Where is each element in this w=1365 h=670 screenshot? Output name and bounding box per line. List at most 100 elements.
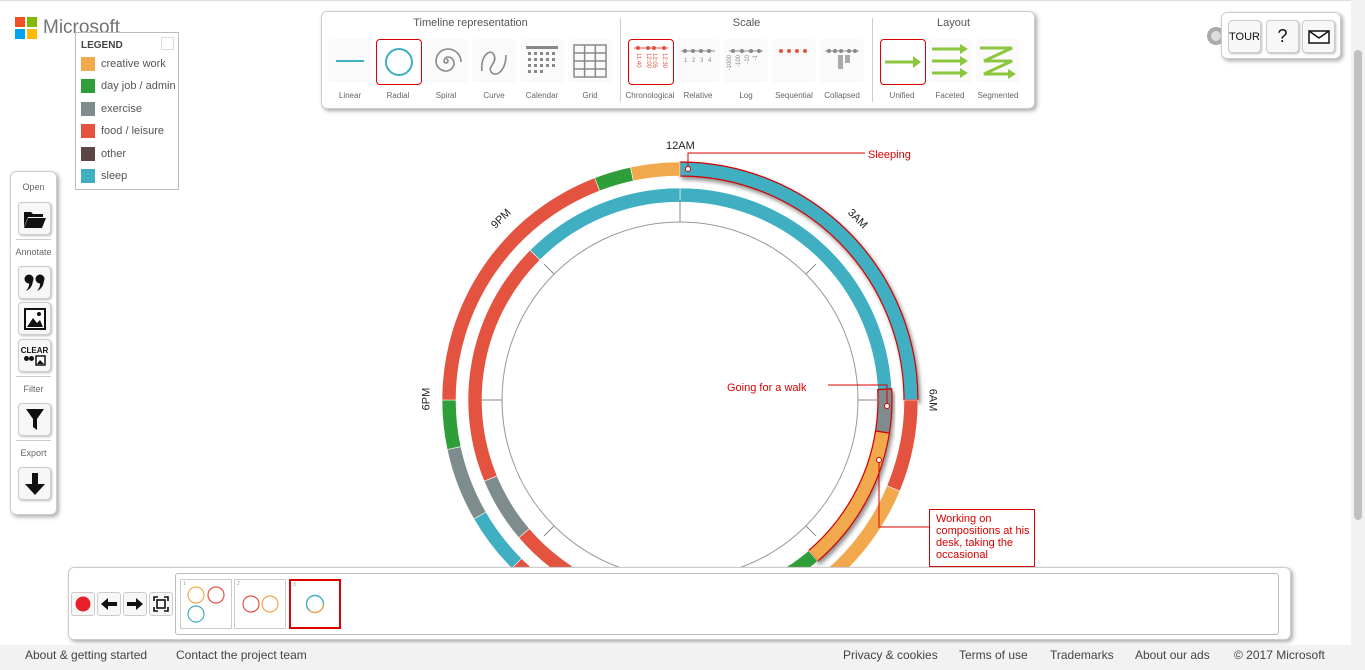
scale-sequential-button[interactable] [772,39,816,83]
frame-preview-icon [242,595,279,613]
funnel-icon [25,408,44,430]
annotation-walk[interactable]: Going for a walk [727,382,807,394]
next-frame-button[interactable] [123,592,147,616]
scale-log-button[interactable]: -1000 -100 -10 -1 [724,39,768,83]
open-button[interactable] [18,202,51,235]
legend-item-other[interactable]: other [81,146,126,162]
annotate-image-button[interactable] [18,302,51,335]
legend-item-exercise[interactable]: exercise [81,101,142,117]
footer-privacy-link[interactable]: Privacy & cookies [843,648,938,662]
hour-tick [543,263,555,275]
export-section-label: Export [20,448,47,458]
folder-open-icon [23,211,46,228]
footer-copyright: © 2017 Microsoft [1234,648,1325,662]
layout-unified-label: Unified [889,91,915,100]
clock-label-6pm: 6PM [420,387,433,411]
relative-tick-label: 3 [700,58,704,64]
help-button[interactable]: ? [1266,20,1299,53]
legend-swatch [81,147,95,161]
scale-collapsed-button[interactable] [820,39,864,83]
representation-linear-button[interactable] [328,39,372,83]
legend-item-label: creative work [101,58,166,70]
tour-button[interactable]: TOUR [1228,20,1261,53]
record-button[interactable] [71,592,95,616]
export-button[interactable] [18,467,51,500]
frame-number: 2 [237,581,240,587]
segmented-layout-icon [980,46,1016,79]
legend-item-sleep[interactable]: sleep [81,168,127,184]
frame-thumbnail-3[interactable]: 3 [289,579,341,629]
relative-tick-label: 2 [692,58,696,64]
legend-item-day-job[interactable]: day job / admin [81,78,176,94]
legend-item-food-leisure[interactable]: food / leisure [81,123,164,139]
faceted-layout-icon [932,44,968,78]
legend-title: LEGEND [81,40,123,51]
walk-annotation-marker[interactable] [884,403,890,409]
inner-segment-exercise[interactable] [874,388,893,434]
sleeping-annotation-marker[interactable] [685,166,691,172]
filter-button[interactable] [18,403,51,436]
outer-segment-creative-work[interactable] [630,161,681,182]
annotate-text-button[interactable] [18,266,51,299]
clear-annotations-button[interactable]: CLEAR [18,339,51,372]
outer-segment-creative-work[interactable] [816,485,901,567]
representation-spiral-button[interactable] [424,39,468,83]
compositions-annotation-marker[interactable] [876,457,882,463]
arrow-down-icon [24,472,45,495]
separator [620,18,621,102]
layout-unified-button[interactable] [880,39,926,85]
representation-curve-button[interactable] [472,39,516,83]
timeline-options-panel: Timeline representation Scale Layout Lin… [321,11,1035,109]
inner-segment-day-job-admin[interactable] [770,550,819,567]
footer-terms-link[interactable]: Terms of use [959,648,1028,662]
separator [16,239,51,240]
layout-faceted-button[interactable] [928,39,972,83]
outer-segment-food-leisure[interactable] [441,177,601,401]
footer-about-link[interactable]: About & getting started [25,648,148,662]
representation-grid-button[interactable] [568,39,612,83]
tour-indicator-icon [1207,27,1225,45]
log-scale-icon: -1000 -100 -10 -1 [727,49,763,70]
legend-collapse-icon[interactable] [161,37,174,50]
frame-thumbnail-1[interactable]: 1 [180,579,232,629]
frame-preview-icon [187,586,225,623]
log-tick-label: -10 [745,54,751,63]
legend-item-label: day job / admin [101,80,176,92]
representation-radial-button[interactable] [376,39,422,85]
inner-clock-circle [501,221,859,567]
clear-label: CLEAR [20,345,49,355]
page-scrollbar[interactable] [1351,0,1365,645]
legend[interactable]: LEGEND creative work day job / admin exe… [75,32,179,190]
contact-button[interactable] [1302,20,1335,53]
footer-contact-link[interactable]: Contact the project team [176,648,307,662]
outer-segment-day-job-admin[interactable] [441,399,462,450]
inner-segment-creative-work[interactable] [807,430,891,563]
frame-preview-icon [305,594,325,614]
annotation-sleeping[interactable]: Sleeping [868,149,911,161]
representation-calendar-button[interactable] [520,39,564,83]
clear-annotations-icon [23,354,46,366]
layout-segmented-button[interactable] [976,39,1020,83]
frame-thumbnail-2[interactable]: 2 [234,579,286,629]
clock-label-12am: 12AM [666,140,695,152]
previous-frame-button[interactable] [97,592,121,616]
chrono-tick-label: 11:40 [635,53,641,68]
fullscreen-button[interactable] [149,592,173,616]
annotation-compositions[interactable]: Working on compositions at his desk, tak… [929,509,1035,567]
scale-chronological-button[interactable]: 11:40 12:00 12:05 12:30 [628,39,674,85]
grid-icon [573,44,607,78]
footer-ads-link[interactable]: About our ads [1135,648,1210,662]
scrollbar-thumb[interactable] [1354,50,1362,520]
help-panel: TOUR ? [1221,12,1341,59]
frame-number: 1 [183,581,186,587]
scale-relative-label: Relative [683,91,713,100]
scale-title: Scale [732,17,761,29]
footer-trademarks-link[interactable]: Trademarks [1050,648,1114,662]
scale-relative-button[interactable]: 1 2 3 4 [676,39,720,83]
representation-calendar-label: Calendar [525,91,559,100]
hour-tick [805,525,817,537]
outer-segment-day-job-admin[interactable] [594,166,634,192]
microsoft-logo-icon [15,17,37,39]
sleeping-annotation-line [687,152,865,169]
legend-item-creative-work[interactable]: creative work [81,56,166,72]
